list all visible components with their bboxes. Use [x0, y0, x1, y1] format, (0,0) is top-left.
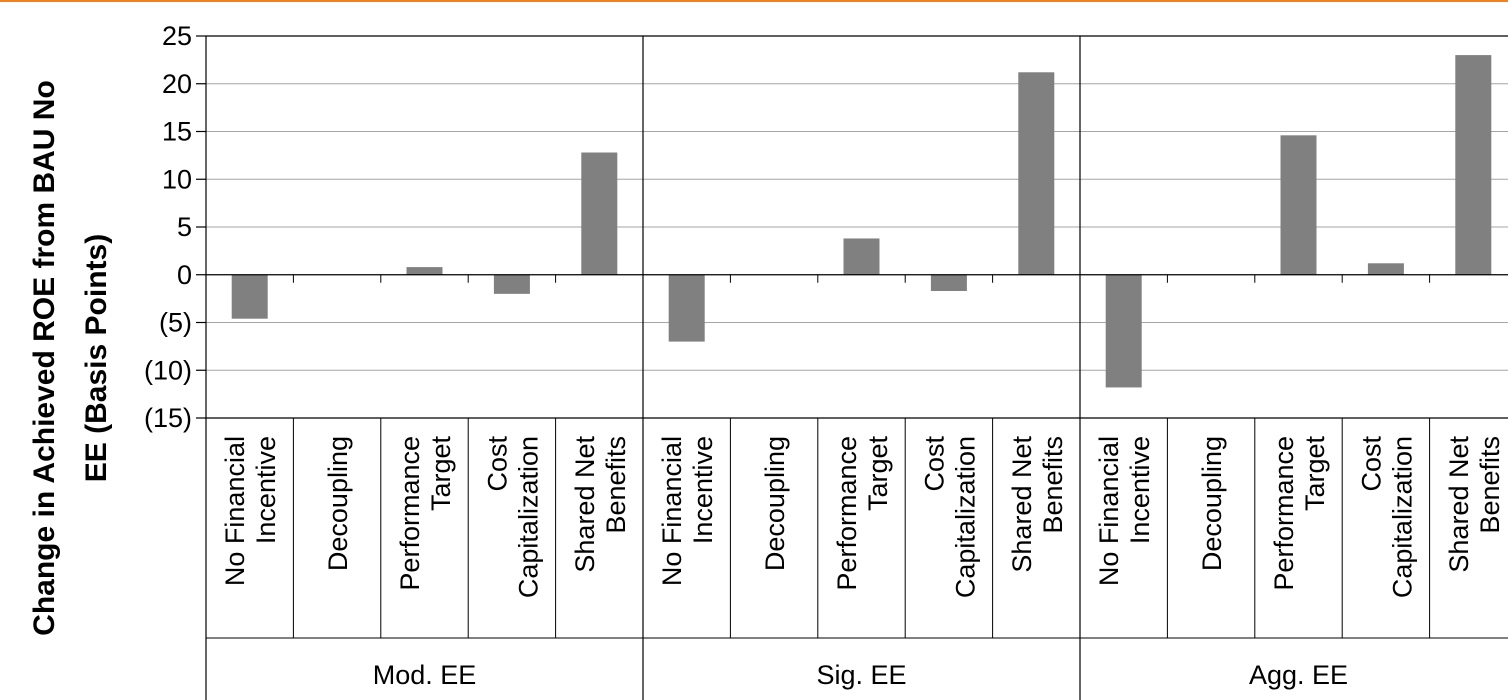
category-label: Cost [1356, 436, 1386, 492]
gridlines [206, 35, 1508, 419]
group-label: Agg. EE [1249, 660, 1348, 690]
axes [196, 35, 1508, 700]
category-label: Cost [919, 436, 949, 492]
category-label: Benefits [1475, 436, 1505, 534]
bar [493, 274, 530, 294]
top-accent-line [0, 0, 1508, 2]
category-label: Target [426, 436, 456, 512]
bar [406, 267, 443, 275]
y-tick-label: (5) [159, 308, 192, 338]
group-label: Mod. EE [373, 660, 477, 690]
category-label: Shared Net [1007, 436, 1037, 573]
bar [1018, 72, 1055, 275]
bar [231, 274, 268, 319]
y-axis-label-line: EE (Basis Points) [80, 234, 113, 482]
category-label: Incentive [1125, 436, 1155, 544]
y-tick-label: 25 [162, 21, 192, 51]
bar [930, 274, 967, 291]
y-tick-label: (15) [144, 403, 192, 433]
category-label: No Financial [220, 436, 250, 586]
category-label: Decoupling [1197, 436, 1227, 571]
bar [1367, 263, 1404, 275]
bar [843, 238, 880, 275]
category-label: Target [863, 436, 893, 512]
category-label: Performance [1269, 436, 1299, 591]
category-label: No Financial [1094, 436, 1124, 586]
category-label: Incentive [251, 436, 281, 544]
category-label: Shared Net [1444, 436, 1474, 573]
category-label: Incentive [688, 436, 718, 544]
bars [231, 55, 1492, 388]
y-tick-label: (10) [144, 355, 192, 385]
category-label: Capitalization [513, 436, 543, 598]
category-label: Performance [395, 436, 425, 591]
category-labels: No Financial Incentive Decoupling Performan… [220, 436, 1505, 599]
bar [581, 152, 618, 275]
y-tick-label: 15 [162, 117, 192, 147]
group-label: Sig. EE [816, 660, 906, 690]
y-tick-label: 5 [177, 212, 192, 242]
y-tick-label: 10 [162, 164, 192, 194]
category-label: Decoupling [323, 436, 353, 571]
y-axis-label-text: EE (Basis Points) [80, 234, 113, 482]
bar [1455, 55, 1492, 275]
y-axis-ticks: 25 20 15 10 5 0 (5) (10) (15) [144, 21, 192, 433]
category-label: Cost [482, 436, 512, 492]
y-axis-label-line: Change in Achieved ROE from BAU No [28, 80, 61, 636]
y-tick-label: 20 [162, 69, 192, 99]
group-labels: Mod. EE Sig. EE Agg. EE [373, 660, 1348, 690]
bar [668, 274, 705, 342]
category-label: Performance [832, 436, 862, 591]
category-label: Shared Net [570, 436, 600, 573]
y-tick-label: 0 [177, 260, 192, 290]
category-label: Decoupling [760, 436, 790, 571]
category-label: No Financial [657, 436, 687, 586]
category-label: Capitalization [950, 436, 980, 598]
category-label: Target [1300, 436, 1330, 512]
category-label: Capitalization [1387, 436, 1417, 598]
category-label: Benefits [1038, 436, 1068, 534]
y-axis-label-text: Change in Achieved ROE from BAU No [28, 80, 61, 636]
bar [1280, 135, 1317, 275]
category-label: Benefits [601, 436, 631, 534]
bar [1105, 274, 1142, 388]
